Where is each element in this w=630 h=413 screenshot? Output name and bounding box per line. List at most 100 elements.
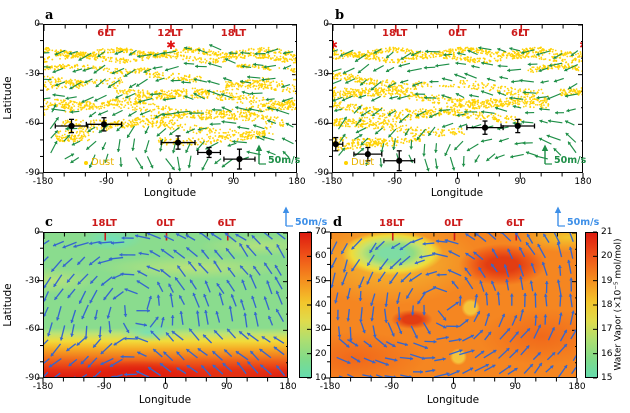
dust-field xyxy=(44,46,296,147)
wind-scale-a: 50m/s xyxy=(254,144,300,166)
panel-c-letter: c xyxy=(45,215,53,230)
measured-points xyxy=(54,117,256,170)
y-tick-label: 0 xyxy=(34,19,40,29)
x-tick-label: 0 xyxy=(450,382,457,392)
panel-a-plot: ✱ xyxy=(43,24,297,173)
y-tick-label: -60 xyxy=(25,118,40,129)
x-tick-label: 90 xyxy=(227,177,240,187)
y-tick-label: 0 xyxy=(323,19,329,29)
y-tick-label: -30 xyxy=(314,68,329,79)
wind-arrows xyxy=(44,233,286,377)
dust-dot-icon xyxy=(84,160,88,165)
local-time-label: 6LT xyxy=(217,218,237,229)
subsolar-star-icon: ✱ xyxy=(579,38,583,52)
panel-b-x-axis-title: Longitude xyxy=(430,187,484,199)
panel-d-plot xyxy=(330,232,577,378)
y-tick-label: -90 xyxy=(25,373,40,383)
local-time-label: 0LT xyxy=(444,218,463,229)
wind-arrows xyxy=(331,233,576,377)
local-time-label: 18LT xyxy=(382,28,408,39)
legend-dust-a: Dust xyxy=(84,157,114,168)
colorbar-c xyxy=(299,232,312,378)
x-tick-label: -90 xyxy=(96,382,112,392)
panel-c-canvas xyxy=(44,233,287,377)
panel-a-x-axis-title: Longitude xyxy=(143,187,197,199)
legend-dust-a-label: Dust xyxy=(91,157,115,168)
up-arrow-icon xyxy=(541,144,552,165)
colorbar-tick-label: 20 xyxy=(601,251,613,262)
local-time-label: 6LT xyxy=(506,218,525,229)
y-tick-label: -90 xyxy=(314,168,329,178)
colorbar-tick-label: 50 xyxy=(315,275,327,286)
x-tick-label: 180 xyxy=(574,177,592,187)
x-tick-label: 90 xyxy=(509,382,521,392)
x-tick-label: -180 xyxy=(32,382,54,392)
colorbar-tick-label: 70 xyxy=(315,227,327,237)
colorbar-tick-label: 17 xyxy=(601,324,613,335)
x-tick-label: -180 xyxy=(32,177,54,187)
local-time-label: 0LT xyxy=(448,28,467,39)
wind-scale-d: 50m/s xyxy=(553,206,599,228)
colorbar-tick-label: 18 xyxy=(601,300,613,310)
x-tick-label: 180 xyxy=(279,382,297,392)
wind-scale-a-label: 50m/s xyxy=(268,155,301,166)
local-time-label: 12LT xyxy=(157,28,183,39)
x-tick-label: 90 xyxy=(514,177,526,187)
wind-scale-d-label: 50m/s xyxy=(567,217,600,228)
wind-scale-c-label: 50m/s xyxy=(295,217,328,228)
colorbar-tick-label: 30 xyxy=(315,324,327,335)
panel-a-letter: a xyxy=(45,8,54,23)
panel-b-plot: ✱✱ xyxy=(332,24,583,173)
wind-scale-c: 50m/s xyxy=(281,206,327,228)
x-tick-label: 0 xyxy=(454,177,461,187)
colorbar-tick-label: 10 xyxy=(315,373,327,383)
x-tick-label: -90 xyxy=(99,177,114,187)
subsolar-star-icon: ✱ xyxy=(333,38,338,52)
wind-scale-b: 50m/s xyxy=(540,144,586,166)
colorbar-tick-label: 16 xyxy=(601,348,613,359)
panel-d-x-axis-title: Longitude xyxy=(426,394,480,406)
y-tick-label: -60 xyxy=(25,324,40,335)
colorbar-d xyxy=(585,232,598,378)
x-tick-label: 180 xyxy=(288,177,306,187)
y-tick-label: 0 xyxy=(34,227,40,237)
x-tick-label: -180 xyxy=(321,177,343,187)
local-time-label: 6LT xyxy=(511,28,530,39)
wind-arrows xyxy=(44,44,294,172)
colorbar-tick-label: 19 xyxy=(601,275,613,286)
x-tick-label: 0 xyxy=(162,382,169,392)
x-tick-label: -90 xyxy=(384,382,400,392)
x-tick-label: 180 xyxy=(568,382,586,392)
panel-d-letter: d xyxy=(333,215,343,230)
x-tick-label: -90 xyxy=(387,177,403,187)
subsolar-star-icon: ✱ xyxy=(166,38,176,52)
panel-b-canvas: ✱✱ xyxy=(333,25,583,172)
local-time-label: 6LT xyxy=(97,28,116,39)
wind-arrows xyxy=(333,46,579,172)
colorbar-tick-label: 15 xyxy=(601,373,613,383)
dust-dot-icon xyxy=(344,160,348,165)
local-time-label: 18LT xyxy=(220,28,247,39)
legend-dust-b: Dust xyxy=(344,157,374,168)
up-arrow-icon xyxy=(554,206,565,227)
y-tick-label: -30 xyxy=(25,68,40,79)
panel-c-x-axis-title: Longitude xyxy=(138,394,192,406)
panel-d-canvas xyxy=(331,233,576,377)
colorbar-tick-label: 60 xyxy=(315,251,327,262)
panel-a-canvas: ✱ xyxy=(44,25,296,172)
colorbar-tick-label: 40 xyxy=(315,300,327,310)
panel-b-letter: b xyxy=(335,8,345,23)
dust-field xyxy=(333,46,582,152)
local-time-label: 18LT xyxy=(379,218,405,229)
local-time-label: 0LT xyxy=(156,218,175,229)
x-tick-label: 0 xyxy=(167,177,173,187)
up-arrow-icon xyxy=(255,144,266,165)
y-tick-label: -90 xyxy=(25,168,40,178)
colorbar-tick-label: 21 xyxy=(601,227,613,237)
wind-scale-b-label: 50m/s xyxy=(554,155,587,166)
local-time-label: 18LT xyxy=(91,218,117,229)
legend-dust-b-label: Dust xyxy=(351,157,375,168)
y-tick-label: -60 xyxy=(314,118,329,129)
x-tick-label: 90 xyxy=(221,382,233,392)
